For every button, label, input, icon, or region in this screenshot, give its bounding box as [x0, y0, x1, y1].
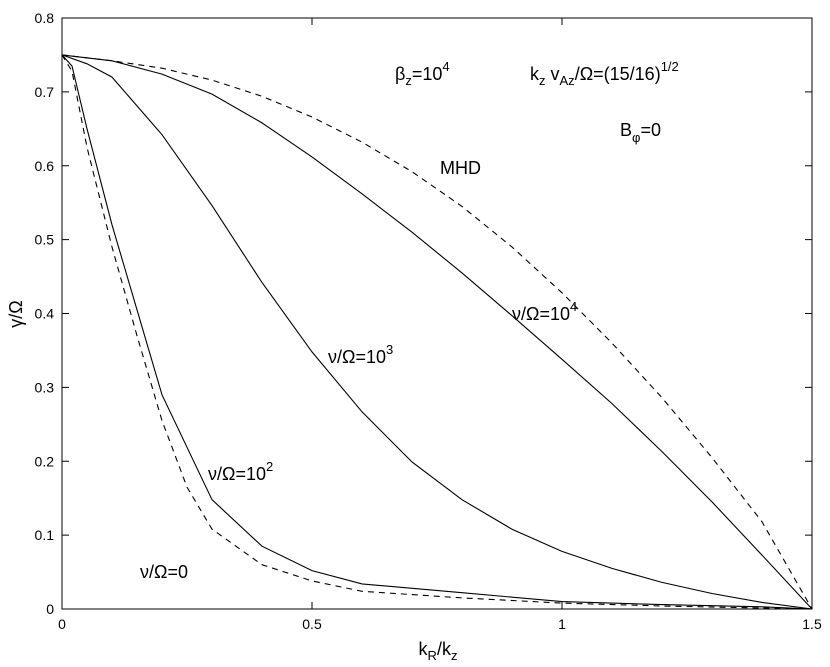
nu-1e4-label: ν/Ω=104: [512, 299, 577, 324]
series-line-3: [61, 54, 813, 610]
kz-annotation: kz vAz/Ω=(15/16)1/2: [530, 59, 679, 88]
y-tick-label: 0.7: [35, 84, 55, 100]
y-tick-label: 0: [46, 601, 54, 617]
nu-1e2-label: ν/Ω=102: [208, 459, 273, 484]
series-line-0: [61, 54, 813, 610]
x-tick-label: 1.5: [802, 616, 822, 632]
y-axis-label: γ/Ω: [6, 300, 26, 327]
y-tick-label: 0.2: [35, 453, 55, 469]
axis-ticks: 0 0.5 1 1.5 0 0.1 0.2 0.3 0.4 0.5 0.6 0.7 0.8: [35, 10, 822, 632]
x-tick-label: 0: [58, 616, 66, 632]
beta-annotation: βz=104: [395, 59, 450, 88]
nu-0-label: ν/Ω=0: [140, 562, 188, 582]
series-line-1: [61, 54, 813, 610]
x-tick-label: 1: [558, 616, 566, 632]
y-tick-label: 0.8: [35, 10, 55, 26]
x-tick-label: 0.5: [302, 616, 322, 632]
x-axis-label: kR/kz: [419, 639, 458, 663]
series-group: [61, 54, 813, 610]
y-tick-label: 0.3: [35, 379, 55, 395]
y-tick-label: 0.4: [35, 306, 55, 322]
y-tick-label: 0.5: [35, 232, 55, 248]
series-line-2: [61, 54, 813, 610]
y-tick-label: 0.1: [35, 527, 55, 543]
bphi-annotation: Bφ=0: [620, 120, 661, 145]
plot-frame: [61, 17, 813, 610]
series-line-4: [61, 54, 813, 610]
y-tick-label: 0.6: [35, 158, 55, 174]
mhd-label: MHD: [440, 158, 481, 178]
nu-1e3-label: ν/Ω=103: [328, 342, 393, 367]
